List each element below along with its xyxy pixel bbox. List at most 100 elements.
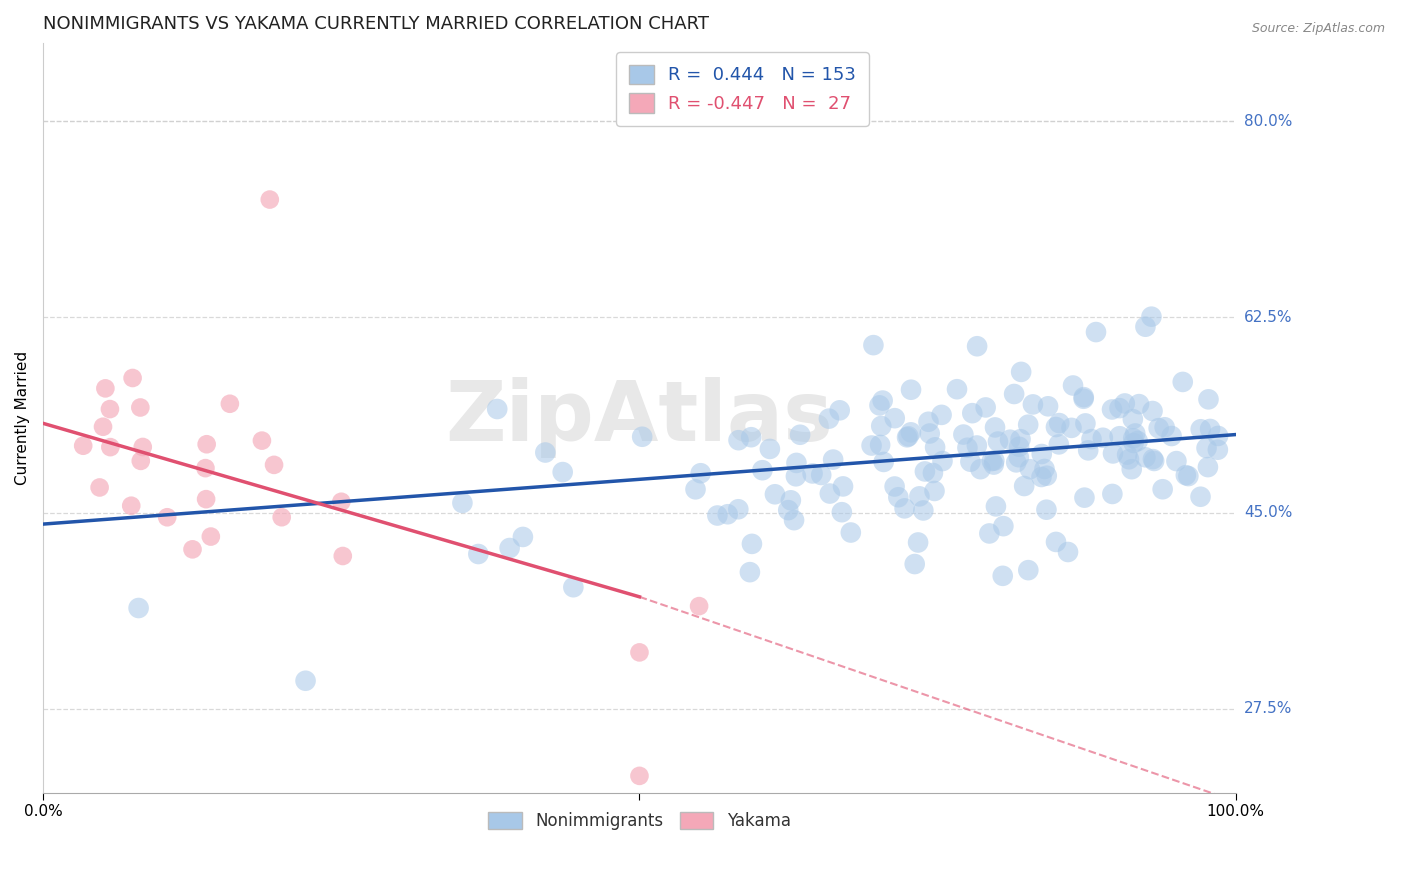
Point (931, 454, 953, 468)
Point (194, 461, 217, 475)
Point (631, 430, 654, 444)
Point (120, 499, 142, 513)
Point (195, 437, 218, 451)
Point (1122, 431, 1144, 445)
Point (917, 415, 939, 429)
Point (1122, 412, 1144, 426)
Point (818, 411, 841, 425)
Point (785, 469, 807, 483)
Text: Source: ZipAtlas.com: Source: ZipAtlas.com (1251, 22, 1385, 36)
Point (1022, 397, 1045, 411)
Point (128, 601, 150, 615)
Point (839, 525, 862, 540)
Point (1153, 420, 1175, 434)
Point (1122, 436, 1144, 450)
Point (551, 465, 574, 479)
Point (904, 557, 927, 571)
Point (195, 492, 218, 507)
Point (956, 441, 979, 455)
Point (974, 401, 997, 415)
Point (94, 381, 117, 395)
Point (946, 382, 969, 396)
Point (1102, 446, 1125, 460)
Point (451, 496, 474, 510)
Point (1045, 535, 1067, 549)
Point (1019, 462, 1042, 476)
Point (779, 493, 801, 508)
Point (156, 510, 179, 524)
Point (1085, 325, 1108, 339)
Point (1091, 431, 1114, 445)
Point (924, 483, 946, 498)
Point (1062, 378, 1084, 392)
Point (1166, 454, 1188, 468)
Point (1101, 402, 1123, 417)
Point (1171, 375, 1194, 389)
Point (1142, 452, 1164, 467)
Point (763, 487, 786, 501)
Point (1177, 469, 1199, 483)
Point (1198, 392, 1220, 407)
Point (1047, 437, 1070, 451)
Point (717, 507, 740, 521)
Point (685, 483, 707, 497)
Point (883, 411, 905, 425)
Point (332, 549, 354, 563)
Point (91, 419, 114, 434)
Point (98, 440, 121, 454)
Point (1108, 429, 1130, 443)
Point (1189, 490, 1212, 504)
Point (1206, 442, 1229, 457)
Point (1045, 420, 1067, 434)
Point (1116, 448, 1139, 462)
Point (1126, 434, 1149, 448)
Point (869, 398, 891, 412)
Point (1017, 563, 1039, 577)
Point (980, 454, 1002, 468)
Y-axis label: Currently Married: Currently Married (15, 351, 30, 485)
Point (1073, 392, 1095, 406)
Point (908, 489, 931, 503)
Point (1143, 454, 1166, 468)
Text: 62.5%: 62.5% (1244, 310, 1292, 325)
Point (1031, 447, 1053, 461)
Point (952, 427, 974, 442)
Point (872, 393, 894, 408)
Point (828, 403, 851, 417)
Point (1142, 404, 1164, 418)
Point (181, 542, 204, 557)
Point (993, 519, 1015, 533)
Point (862, 338, 884, 352)
Point (900, 383, 922, 397)
Point (1189, 422, 1212, 436)
Point (984, 500, 1007, 514)
Point (1008, 450, 1031, 465)
Point (1174, 468, 1197, 483)
Point (751, 463, 773, 477)
Point (870, 419, 893, 434)
Point (924, 440, 946, 454)
Point (330, 495, 353, 509)
Point (789, 427, 811, 442)
Point (294, 673, 316, 688)
Point (969, 462, 991, 476)
Point (1008, 440, 1031, 454)
Point (740, 430, 762, 444)
Point (912, 503, 935, 517)
Point (727, 433, 749, 447)
Point (918, 426, 941, 441)
Point (979, 526, 1001, 541)
Point (987, 434, 1010, 449)
Point (89, 480, 111, 494)
Point (741, 537, 763, 551)
Text: 80.0%: 80.0% (1244, 113, 1292, 128)
Text: NONIMMIGRANTS VS YAKAMA CURRENTLY MARRIED CORRELATION CHART: NONIMMIGRANTS VS YAKAMA CURRENTLY MARRIE… (44, 15, 709, 33)
Point (818, 486, 841, 500)
Point (1160, 429, 1182, 443)
Point (1035, 468, 1057, 483)
Point (1005, 455, 1028, 469)
Point (983, 458, 1005, 472)
Point (132, 440, 155, 454)
Point (823, 452, 845, 467)
Point (1035, 502, 1057, 516)
